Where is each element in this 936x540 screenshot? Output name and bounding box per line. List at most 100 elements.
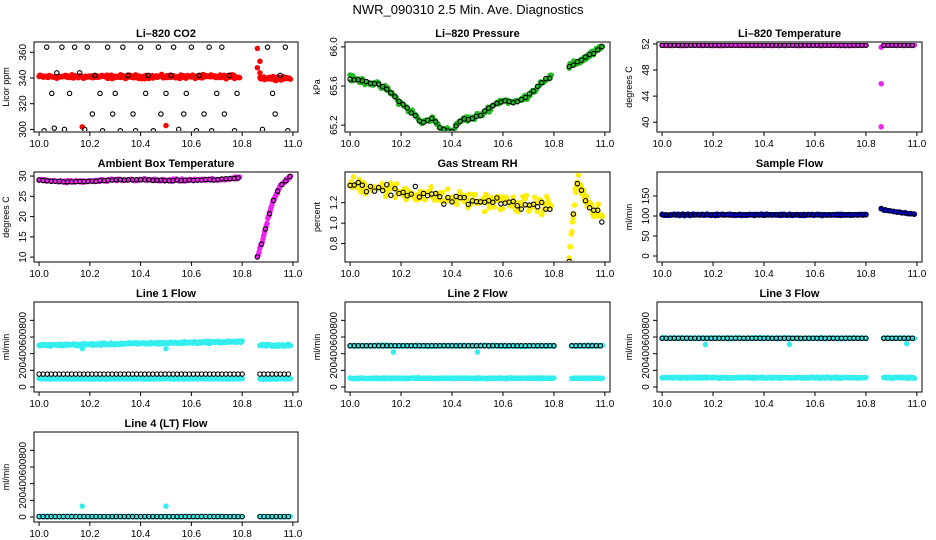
data-point: [474, 349, 481, 355]
panel-title: Li–820 Temperature: [738, 28, 841, 40]
x-tick-label: 10.8: [544, 269, 564, 280]
y-tick-label: 300: [18, 121, 29, 138]
avg-point: [287, 173, 293, 180]
avg-point: [582, 54, 589, 60]
x-tick-label: 10.0: [340, 139, 360, 150]
data-point: [599, 375, 606, 382]
x-tick-label: 10.8: [232, 399, 252, 410]
avg-point: [51, 125, 58, 131]
x-tick-label: 10.8: [232, 139, 252, 150]
plot-frame: [344, 171, 611, 263]
avg-point: [514, 98, 520, 105]
plot-frame: [344, 41, 611, 133]
panel-title: Line 3 Flow: [760, 288, 820, 300]
chart-panel-9: Line 3 Flow ml/min 10.0 10.2 10.4 10.6 10.8 11.…: [624, 288, 927, 410]
y-tick-label: 50: [641, 230, 652, 242]
y-tick-label: 52: [641, 38, 652, 50]
avg-point: [254, 254, 261, 260]
avg-point: [269, 90, 276, 97]
y-tick-label: 1.2: [329, 195, 340, 209]
y-axis-label: kPa: [312, 79, 322, 95]
x-tick-label: 10.6: [493, 399, 513, 410]
y-axis-label: degrees C: [624, 66, 634, 108]
avg-point: [145, 72, 151, 79]
avg-point: [590, 50, 597, 57]
avg-point: [449, 199, 455, 205]
y-tick-label: 0: [18, 514, 29, 520]
y-tick-label: 600: [18, 328, 29, 345]
chart-panel-6: Sample Flow ml/min 10.0 10.2 10.4 10.6 10.8 11.…: [624, 158, 927, 280]
plot-area: [659, 205, 918, 219]
plot-area: [36, 338, 294, 382]
y-tick-label: 25: [18, 190, 29, 202]
avg-point: [272, 111, 278, 117]
x-tick-label: 11.0: [284, 529, 303, 540]
avg-point: [239, 371, 245, 377]
avg-point: [201, 111, 207, 117]
data-point: [491, 204, 497, 210]
data-point: [264, 220, 270, 227]
y-tick-label: 400: [641, 345, 652, 362]
avg-point: [534, 204, 541, 210]
plot-area: [659, 43, 918, 130]
data-point: [239, 375, 245, 382]
x-tick-label: 10.8: [544, 139, 564, 150]
data-point: [523, 192, 530, 199]
x-tick-label: 10.4: [442, 139, 462, 150]
avg-point: [551, 342, 557, 349]
avg-point: [175, 126, 182, 131]
avg-point: [538, 80, 545, 86]
avg-point: [97, 90, 103, 97]
y-tick-label: 0: [641, 253, 652, 259]
chart-panel-2: Li–820 Pressure kPa 10.0 10.2 10.4 10.6 10.8 11…: [312, 28, 615, 150]
avg-point: [188, 44, 195, 50]
avg-point: [441, 201, 447, 207]
data-point: [466, 191, 472, 197]
avg-point: [41, 127, 47, 131]
x-tick-label: 11.0: [908, 269, 927, 280]
plot-frame: [33, 301, 299, 393]
data-point: [534, 208, 540, 215]
x-tick-label: 10.4: [442, 399, 462, 410]
y-tick-label: 48: [641, 64, 652, 76]
chart-panel-8: Line 2 Flow ml/min 10.0 10.2 10.4 10.6 10.8 11.…: [312, 288, 615, 410]
avg-point: [481, 108, 488, 114]
data-point: [510, 194, 517, 200]
avg-point: [863, 212, 869, 218]
avg-point: [206, 44, 212, 50]
x-tick-label: 10.8: [856, 399, 876, 410]
avg-point: [526, 91, 533, 97]
avg-point: [437, 194, 443, 200]
panel-title: Li–820 CO2: [136, 28, 196, 40]
x-tick-label: 10.6: [182, 269, 202, 280]
x-tick-label: 11.0: [596, 269, 615, 280]
avg-point: [490, 199, 496, 206]
x-tick-label: 10.6: [805, 139, 825, 150]
avg-point: [109, 111, 116, 117]
y-tick-label: 400: [329, 345, 340, 362]
avg-point: [494, 195, 500, 201]
avg-point: [283, 178, 289, 184]
data-point: [573, 189, 579, 196]
avg-point: [379, 187, 386, 194]
y-tick-label: 800: [329, 312, 340, 329]
avg-point: [412, 183, 419, 190]
panel-title: Sample Flow: [756, 158, 824, 170]
y-tick-label: 15: [18, 231, 29, 243]
y-tick-label: 0: [329, 384, 340, 390]
y-tick-label: 320: [18, 95, 29, 112]
avg-point: [514, 203, 520, 209]
avg-point: [547, 75, 553, 81]
data-point: [287, 375, 294, 382]
x-tick-label: 11.0: [284, 399, 303, 410]
x-tick-label: 11.0: [284, 139, 303, 150]
data-point: [390, 349, 397, 355]
y-tick-label: 65.6: [329, 76, 340, 96]
avg-point: [282, 44, 289, 50]
avg-point: [396, 98, 402, 105]
x-tick-label: 11.0: [908, 139, 927, 150]
avg-point: [534, 83, 541, 90]
data-point: [254, 64, 261, 71]
avg-point: [863, 43, 869, 49]
